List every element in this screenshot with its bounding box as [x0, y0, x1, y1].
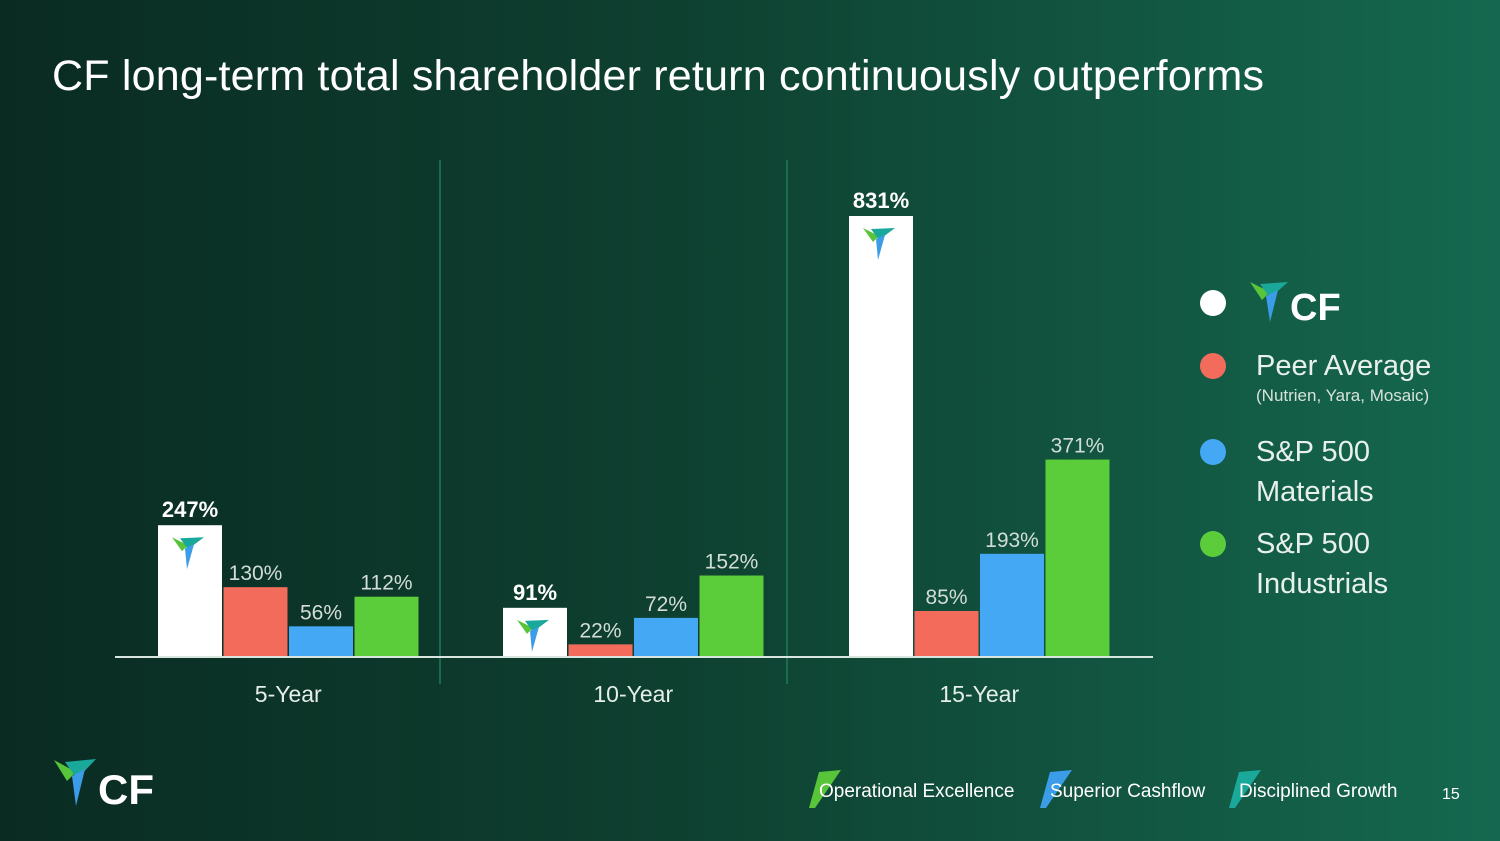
legend-label-industrials-line1: S&P 500	[1256, 528, 1370, 560]
pillar-label-cashflow: Superior Cashflow	[1050, 781, 1206, 802]
cf-bar-logo-icon-15-year	[863, 228, 895, 260]
blue-slash-icon	[1040, 770, 1072, 808]
data-label-s-p-500-industrials-10-year: 152%	[705, 551, 759, 574]
bar-peer-average-15-year	[914, 610, 979, 656]
cf-bar-logo-icon-5-year	[172, 537, 204, 570]
legend-label-industrials-line2: Industrials	[1256, 568, 1389, 600]
bar-s-p-500-industrials-5-year	[354, 596, 419, 656]
bar-peer-average-5-year	[223, 587, 288, 656]
data-label-s-p-500-materials-10-year: 72%	[645, 593, 687, 616]
pillar-label-growth: Disciplined Growth	[1239, 781, 1398, 802]
cf-bar-logo-icon-10-year	[517, 619, 549, 652]
data-label-peer-average-5-year: 130%	[229, 562, 283, 585]
data-label-cf-5-year: 247%	[162, 497, 218, 522]
data-label-s-p-500-materials-5-year: 56%	[300, 601, 342, 624]
page-number: 15	[1442, 786, 1460, 803]
legend-sublabel-peer: (Nutrien, Yara, Mosaic)	[1256, 386, 1430, 405]
legend-dot-materials	[1200, 439, 1226, 465]
bar-s-p-500-industrials-10-year	[699, 575, 764, 656]
data-label-cf-15-year: 831%	[853, 188, 909, 213]
footer-logo-text: CF	[98, 766, 154, 810]
legend-cf-logo-text: CF	[1290, 287, 1341, 326]
legend-dot-industrials	[1200, 531, 1226, 557]
legend-label-peer: Peer Average	[1256, 350, 1432, 382]
data-label-peer-average-10-year: 22%	[579, 619, 621, 642]
bar-s-p-500-materials-15-year	[980, 553, 1044, 656]
bar-cf-15-year	[849, 216, 913, 656]
bar-peer-average-10-year	[568, 644, 633, 656]
page-title: CF long-term total shareholder return co…	[52, 52, 1265, 100]
green-slash-icon	[809, 770, 841, 808]
legend-dot-cf	[1200, 290, 1226, 316]
pillar-label-operational: Operational Excellence	[819, 781, 1015, 802]
cf-footer-logo-icon: CF	[54, 759, 154, 810]
legend-label-materials-line1: S&P 500	[1256, 436, 1370, 468]
teal-slash-icon	[1229, 770, 1261, 808]
strategy-pillars: Operational Excellence Superior Cashflow…	[805, 768, 1445, 812]
data-label-s-p-500-industrials-15-year: 371%	[1051, 435, 1105, 458]
data-label-s-p-500-materials-15-year: 193%	[985, 529, 1039, 552]
data-label-cf-10-year: 91%	[513, 580, 557, 605]
legend-dot-peer	[1200, 353, 1226, 379]
x-tick-label-10-year: 10-Year	[593, 681, 673, 707]
data-label-peer-average-15-year: 85%	[925, 586, 967, 609]
bar-s-p-500-industrials-15-year	[1045, 459, 1110, 656]
legend-label-materials-line2: Materials	[1256, 476, 1374, 508]
x-tick-label-5-year: 5-Year	[255, 681, 322, 707]
cf-logo-icon: CF	[1250, 282, 1341, 326]
data-label-s-p-500-industrials-5-year: 112%	[360, 572, 412, 595]
x-tick-label-15-year: 15-Year	[939, 681, 1019, 707]
bar-s-p-500-materials-5-year	[289, 626, 353, 656]
bar-s-p-500-materials-10-year	[634, 617, 698, 656]
